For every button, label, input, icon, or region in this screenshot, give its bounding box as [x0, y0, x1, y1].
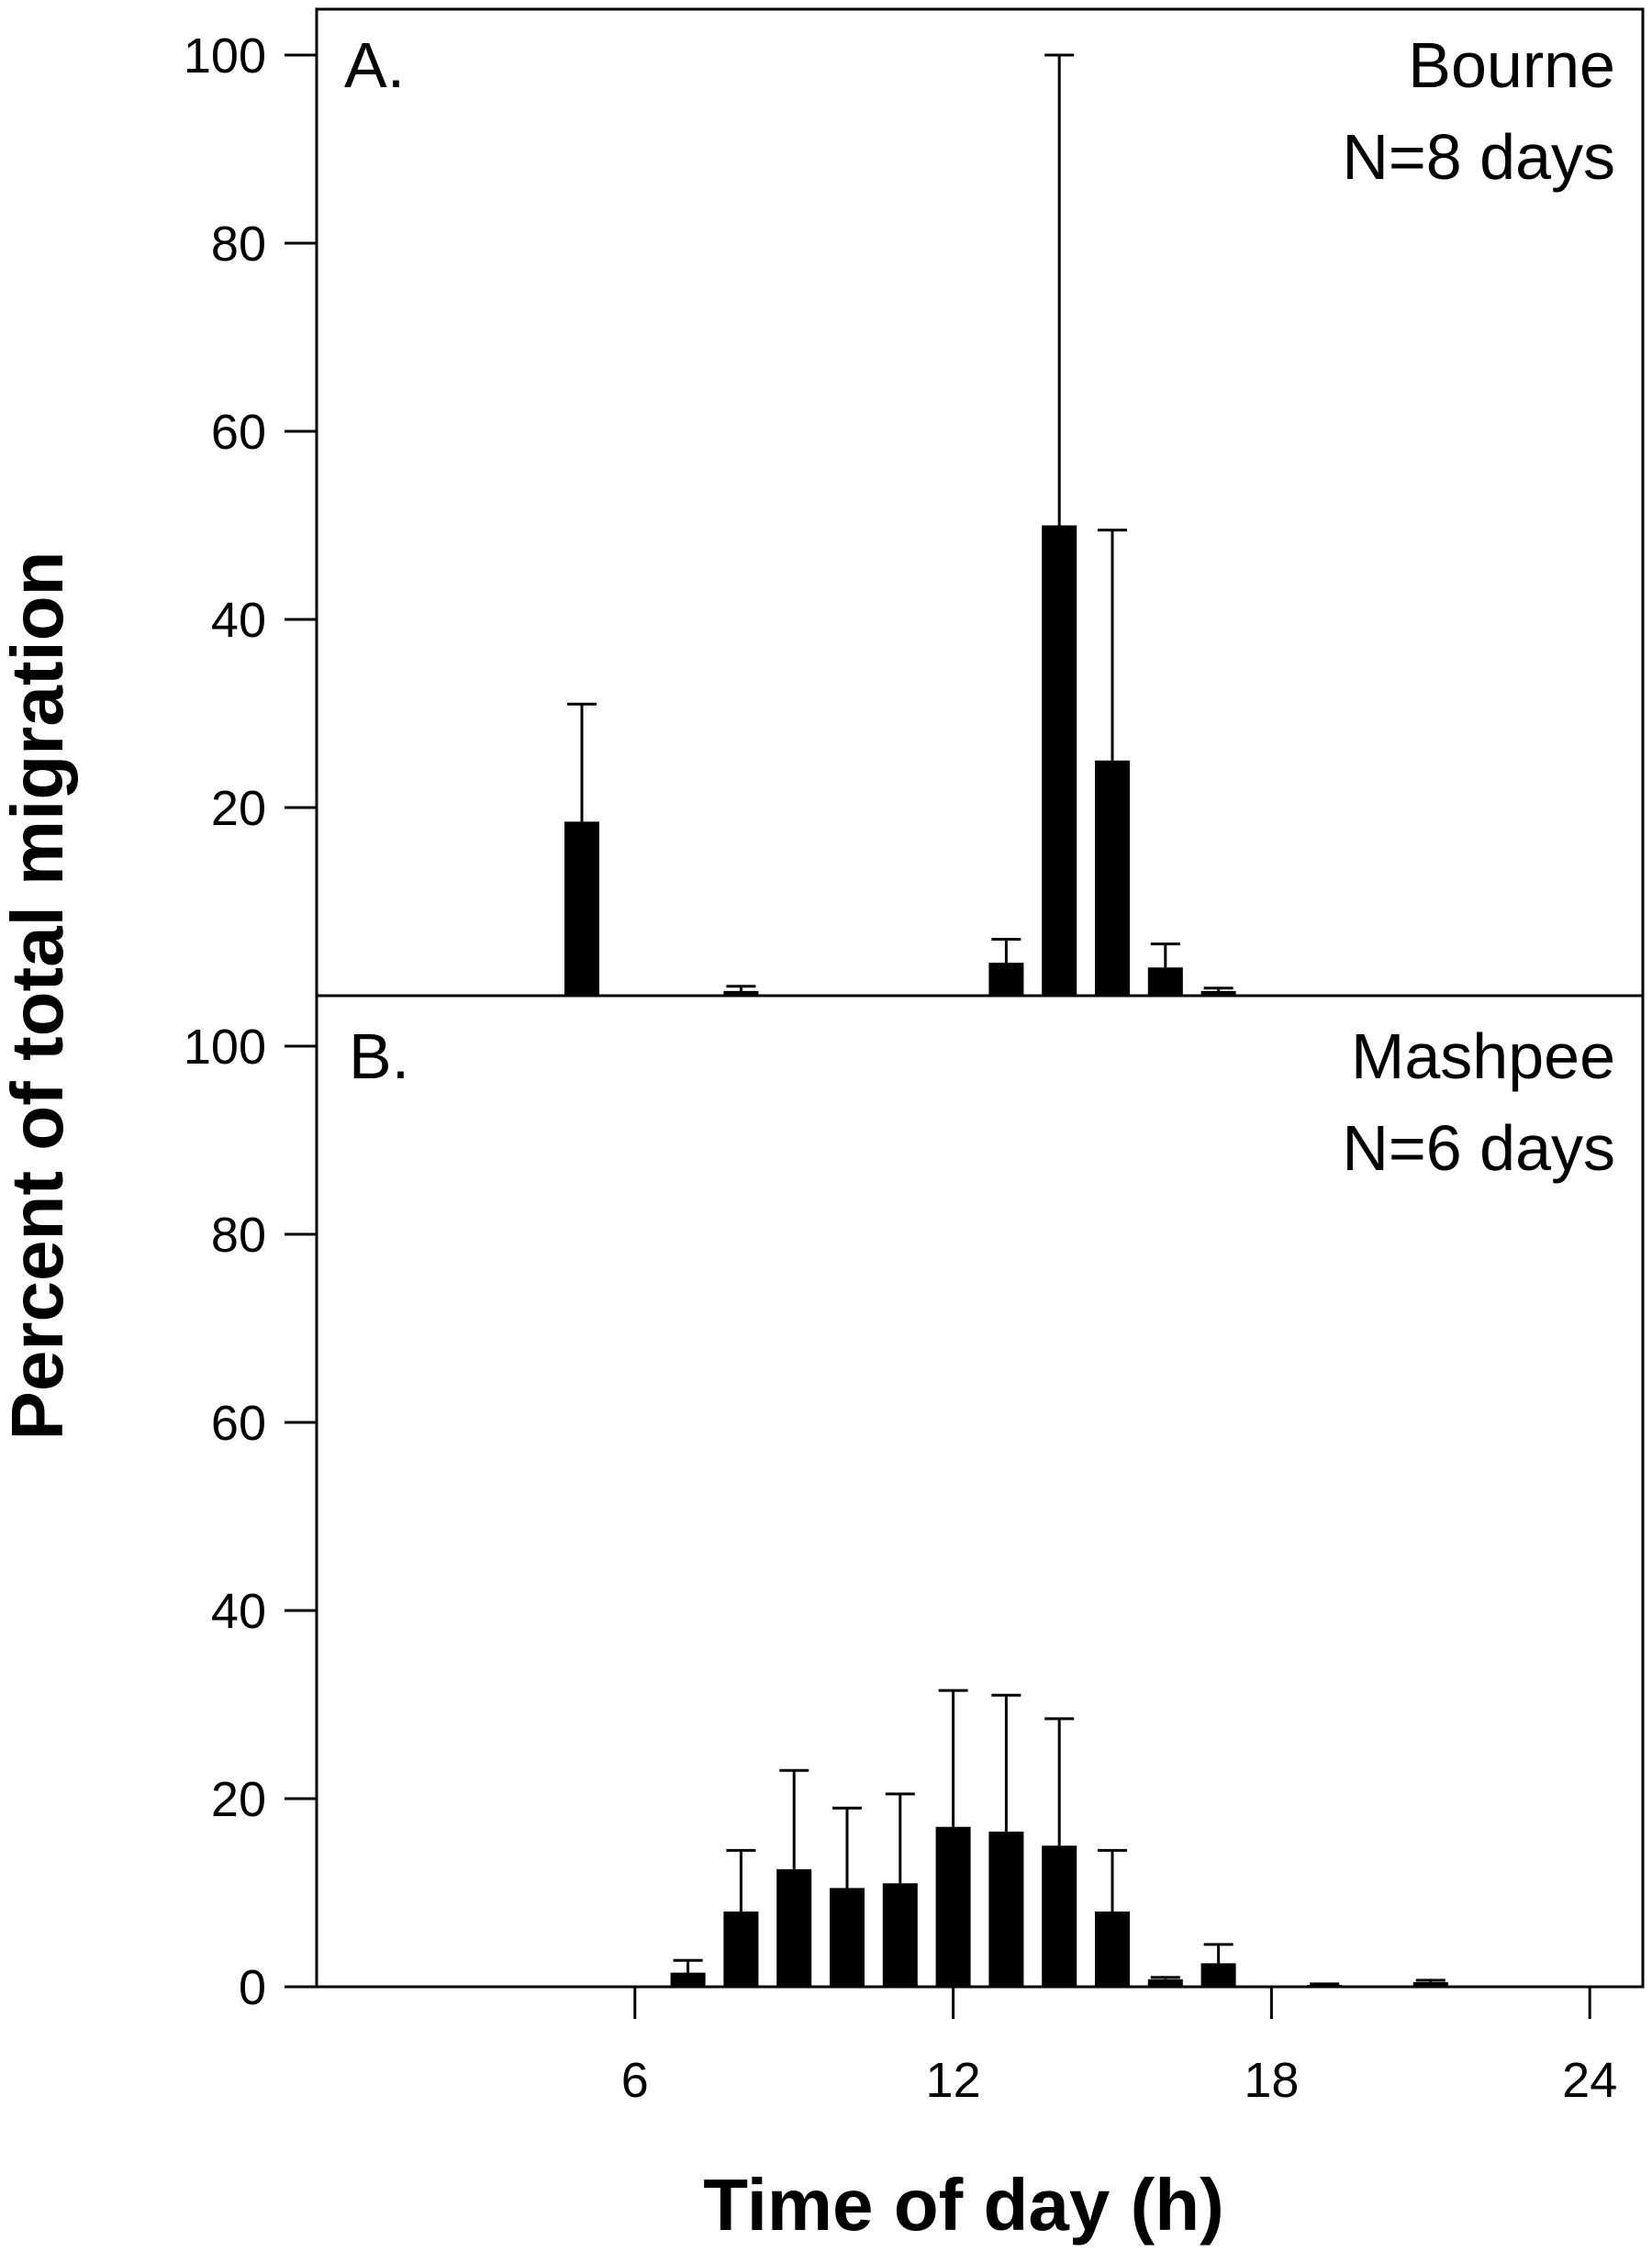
x-tick-label-6: 6 [621, 2053, 649, 2108]
panel-b-bar-14 [1042, 1845, 1077, 1987]
panel-b-bar-16 [1147, 1979, 1183, 1987]
panel-a-bar-8 [723, 990, 759, 996]
panel-b-ytick-label-40: 40 [211, 1584, 266, 1639]
panel-a-bar-13 [988, 963, 1024, 996]
panel-a-bar-15 [1095, 760, 1130, 996]
panel-a-bar-16 [1147, 967, 1183, 996]
panel-b-ytick-label-0: 0 [239, 1960, 266, 2015]
panel-a-label: A. [344, 29, 405, 101]
panel-b-bar-8 [723, 1912, 759, 1987]
panel-a-ytick-label-80: 80 [211, 217, 266, 272]
panel-a: A. Bourne N=8 days 20 40 60 80 100 [184, 7, 1645, 998]
panel-b: B. Mashpee N=6 days 0 20 40 60 80 100 [184, 994, 1645, 2015]
panel-a-ytick-label-20: 20 [211, 781, 266, 836]
panel-b-site: Mashpee [1351, 1020, 1615, 1092]
panel-b-ytick-label-20: 20 [211, 1772, 266, 1827]
panel-b-frame [315, 994, 1645, 1989]
panel-b-bar-10 [830, 1888, 865, 1987]
x-tick-label-12: 12 [926, 2053, 981, 2108]
panel-b-bar-17 [1200, 1963, 1236, 1987]
panel-b-ytick-label-80: 80 [211, 1208, 266, 1263]
panel-b-bar-15 [1095, 1912, 1130, 1987]
panel-b-ytick-label-60: 60 [211, 1396, 266, 1451]
panel-b-bar-9 [776, 1868, 812, 1987]
panel-a-ytick-label-100: 100 [184, 28, 266, 84]
x-axis-title: Time of day (h) [703, 2164, 1223, 2246]
panel-a-n-label: N=8 days [1342, 121, 1615, 193]
panel-a-site: Bourne [1408, 29, 1615, 101]
panel-b-bar-11 [882, 1883, 918, 1987]
x-tick-label-18: 18 [1244, 2053, 1299, 2108]
panel-b-bar-21 [1412, 1981, 1448, 1987]
panel-b-label: B. [349, 1020, 409, 1092]
panel-a-bar-5 [564, 821, 599, 996]
panel-b-n-label: N=6 days [1342, 1112, 1615, 1184]
panel-b-bar-13 [988, 1831, 1024, 1987]
x-axis: 6 12 18 24 [621, 1987, 1617, 2108]
panel-a-bar-14 [1042, 525, 1077, 996]
x-tick-label-24: 24 [1562, 2053, 1617, 2108]
panel-a-bar-17 [1200, 990, 1236, 996]
panel-b-bar-12 [935, 1826, 971, 1987]
panel-a-ytick-label-60: 60 [211, 405, 266, 460]
panel-b-bar-19 [1307, 1984, 1343, 1987]
y-axis-title: Percent of total migration [0, 552, 78, 1441]
panel-b-ytick-label-100: 100 [184, 1020, 266, 1075]
panel-b-bar-7 [670, 1972, 706, 1987]
panel-a-ytick-label-40: 40 [211, 593, 266, 648]
